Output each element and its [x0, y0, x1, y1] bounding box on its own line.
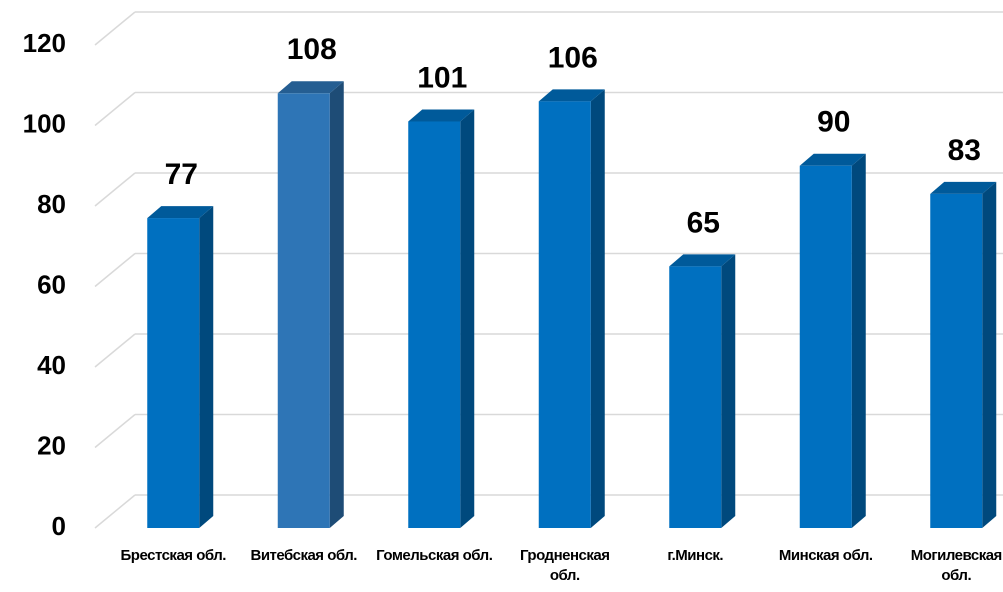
value-label: 90 — [817, 106, 850, 139]
y-tick-label: 120 — [23, 28, 66, 58]
bar-side — [590, 89, 605, 528]
grid-line-side — [94, 494, 136, 529]
x-tick-label: Могилевская обл. — [910, 547, 1003, 584]
value-label: 77 — [165, 158, 198, 191]
bar — [408, 109, 475, 528]
bar-front — [930, 193, 983, 529]
bar-front — [408, 121, 461, 528]
bar-side — [329, 81, 344, 529]
bar-top — [799, 153, 866, 166]
grid-line-side — [94, 11, 136, 46]
bar-side — [199, 206, 214, 528]
value-label: 83 — [948, 134, 981, 167]
value-label: 108 — [287, 33, 337, 66]
value-label: 65 — [687, 206, 720, 239]
bar-top — [408, 109, 475, 122]
bar — [147, 206, 214, 528]
grid-line-side — [94, 172, 136, 207]
bar-side — [851, 153, 866, 528]
bar-top — [538, 89, 605, 102]
y-tick-label: 0 — [52, 511, 66, 541]
bar — [930, 181, 997, 529]
grid-line-side — [94, 333, 136, 368]
bar-front — [277, 93, 330, 529]
bar — [799, 153, 866, 528]
bar-top — [277, 81, 344, 94]
x-tick-label: Брестская обл. — [120, 547, 227, 564]
bar — [669, 254, 736, 528]
bar-front — [538, 101, 591, 528]
bar-front — [799, 165, 852, 528]
bar-top — [669, 254, 736, 267]
y-tick-label: 40 — [37, 350, 66, 380]
x-tick-label: Минская обл. — [778, 547, 873, 564]
bar-top — [930, 181, 997, 194]
y-tick-label: 60 — [37, 269, 66, 299]
bar-side — [460, 109, 475, 528]
x-tick-label: Гомельская обл. — [376, 547, 493, 564]
bar-front — [147, 218, 200, 528]
x-tick-label: Гродненская обл. — [520, 547, 610, 584]
bar-side — [982, 181, 997, 529]
x-tick-label: г.Минск. — [667, 547, 724, 564]
y-tick-label: 80 — [37, 189, 66, 219]
grid-line-side — [94, 413, 136, 449]
bar-top — [147, 206, 214, 219]
value-label: 101 — [417, 61, 467, 94]
bar — [538, 89, 605, 528]
bar-front — [669, 266, 722, 528]
bar-side — [721, 254, 736, 528]
x-tick-label: Витебская обл. — [250, 547, 358, 564]
y-tick-label: 20 — [37, 430, 66, 460]
value-label: 106 — [548, 41, 598, 74]
grid-line-side — [94, 91, 136, 127]
grid-line-side — [94, 252, 136, 288]
y-tick-label: 100 — [23, 108, 66, 138]
bar — [277, 81, 344, 529]
